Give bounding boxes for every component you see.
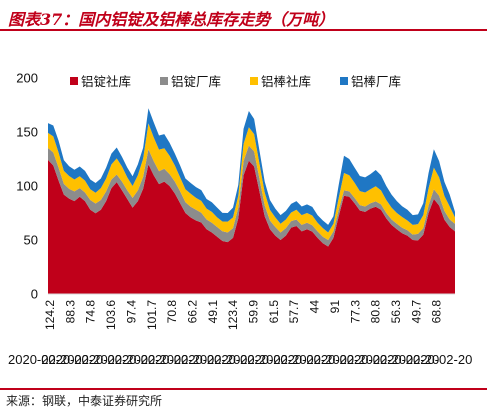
x-date-label: 2020-02-20 bbox=[174, 352, 241, 367]
x-tick-label: 91 bbox=[328, 300, 342, 314]
x-tick-label: 80.8 bbox=[369, 300, 383, 324]
title-rule bbox=[0, 29, 487, 31]
x-tick-label: 97.4 bbox=[124, 300, 138, 324]
x-date-label: 2020-02-20 bbox=[74, 352, 141, 367]
y-tick-label: 50 bbox=[24, 233, 38, 248]
area-aluminum-bar-social bbox=[48, 123, 455, 240]
x-date-label: 2020-02-20 bbox=[373, 352, 440, 367]
x-tick-label: 44 bbox=[308, 300, 322, 314]
x-tick-label: 70.8 bbox=[165, 300, 179, 324]
y-tick-label: 100 bbox=[16, 179, 38, 194]
area-aluminum-ingot-social bbox=[48, 159, 455, 294]
y-tick-label: 150 bbox=[16, 125, 38, 140]
stacked-area-chart: 0 50 100 150 200 124.2 88.3 74.8 103.6 97.4 101.7… bbox=[8, 71, 473, 368]
x-tick-label: 77.3 bbox=[348, 300, 362, 324]
legend-label: 铝锭社库 bbox=[81, 74, 131, 89]
legend: 铝锭社库 铝锭厂库 铝棒社库 铝棒厂库 bbox=[70, 74, 401, 89]
x-tick-label: 68.8 bbox=[430, 300, 444, 324]
x-tick-label: 103.6 bbox=[104, 300, 118, 330]
source-rule bbox=[0, 388, 487, 390]
x-date-label: 2020-02-20 bbox=[306, 352, 373, 367]
x-date-label: 2020-02-20 bbox=[8, 352, 75, 367]
x-date-label: 2020-02-20 bbox=[273, 352, 340, 367]
x-date-label: 2020-02-20 bbox=[108, 352, 175, 367]
x-tick-label: 66.2 bbox=[185, 300, 199, 324]
x-tick-label: 124.2 bbox=[43, 300, 57, 330]
x-tick-label: 88.3 bbox=[63, 300, 77, 324]
x-tick-label: 74.8 bbox=[84, 300, 98, 324]
x-tick-label: 49.1 bbox=[206, 300, 220, 324]
x-axis: 124.2 88.3 74.8 103.6 97.4 101.7 70.8 66.2 49.1 1… bbox=[8, 293, 473, 367]
y-tick-label: 200 bbox=[16, 71, 38, 86]
x-date-label: 2020-02-20 bbox=[207, 352, 274, 367]
legend-swatch-aluminum-bar-plant bbox=[340, 77, 348, 85]
legend-swatch-aluminum-ingot-social bbox=[70, 77, 78, 85]
x-tick-label: 101.7 bbox=[145, 300, 159, 330]
legend-label: 铝棒社库 bbox=[261, 74, 311, 89]
figure-title: 图表37：国内铝锭及铝棒总库存走势（万吨） bbox=[8, 10, 335, 29]
legend-swatch-aluminum-ingot-plant bbox=[160, 77, 168, 85]
legend-label: 铝棒厂库 bbox=[351, 74, 401, 89]
x-date-label: 2020-02-20 bbox=[340, 352, 407, 367]
y-axis: 0 50 100 150 200 bbox=[16, 71, 38, 302]
y-tick-label: 0 bbox=[31, 287, 38, 302]
area-aluminum-ingot-plant bbox=[48, 145, 455, 247]
x-tick-label: 56.3 bbox=[389, 300, 403, 324]
x-tick-label: 123.4 bbox=[226, 300, 240, 330]
x-date-label: 2020-02-20 bbox=[141, 352, 208, 367]
x-tick-label: 49.7 bbox=[409, 300, 423, 324]
area-aluminum-bar-plant bbox=[48, 108, 455, 233]
x-tick-label: 59.9 bbox=[247, 300, 261, 324]
legend-swatch-aluminum-bar-social bbox=[250, 77, 258, 85]
source-note: 来源：钢联，中泰证券研究所 bbox=[6, 394, 163, 408]
x-date-label: 2020-02-20 bbox=[406, 352, 473, 367]
legend-label: 铝锭厂库 bbox=[171, 74, 221, 89]
x-date-label: 2020-02-20 bbox=[240, 352, 307, 367]
area-layers bbox=[48, 108, 455, 294]
x-tick-label: 57.7 bbox=[287, 300, 301, 324]
x-tick-label: 61.5 bbox=[267, 300, 281, 324]
x-date-label: 2020-02-20 bbox=[41, 352, 108, 367]
